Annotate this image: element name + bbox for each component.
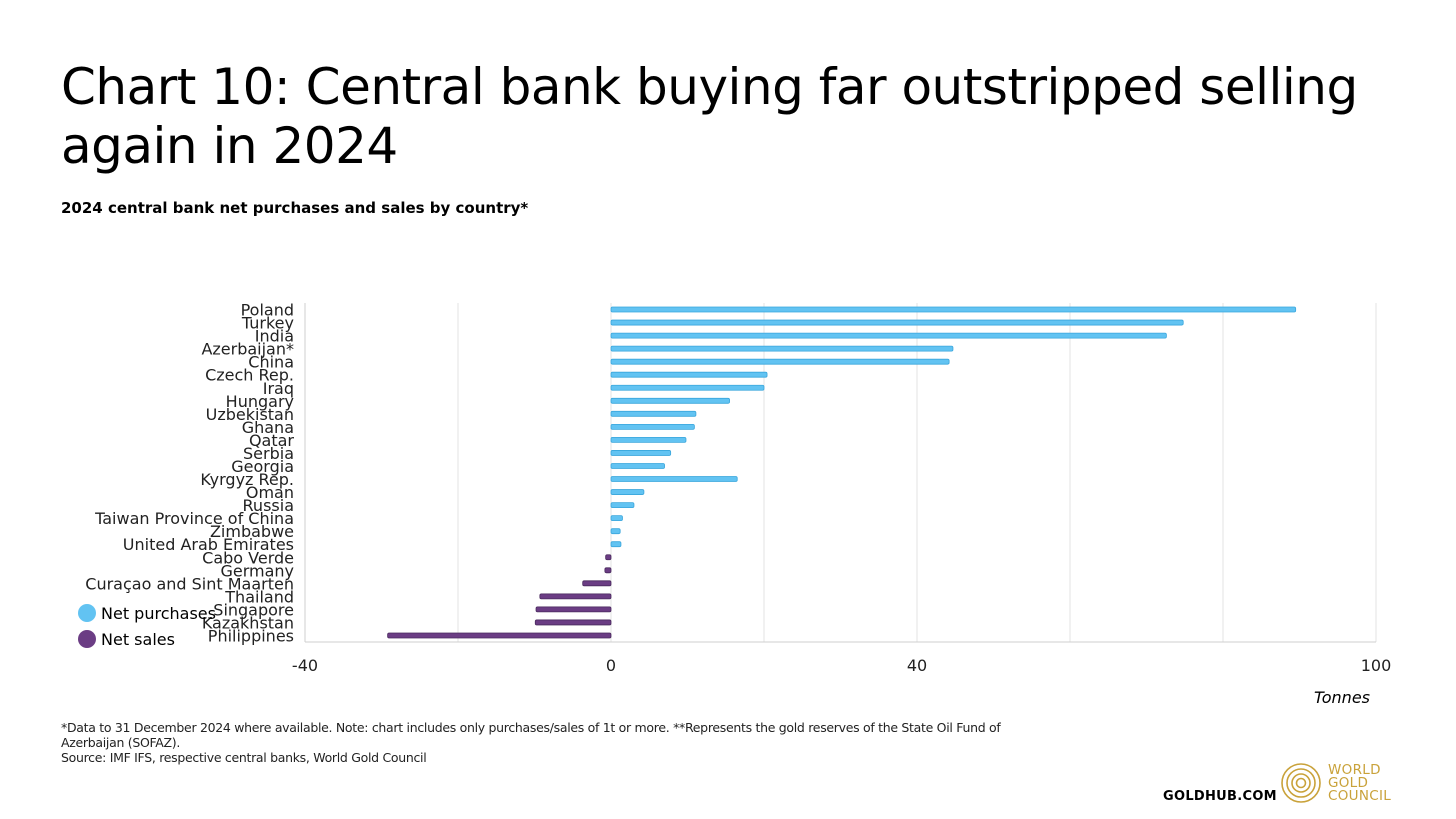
x-axis-unit-label: Tonnes <box>1313 688 1370 707</box>
wgc-logo-line-2: GOLD <box>1328 774 1369 791</box>
wgc-rings-icon <box>1281 763 1321 803</box>
category-label-9: Ghana <box>242 418 294 437</box>
bar-7 <box>610 397 730 404</box>
bar-8 <box>610 410 697 417</box>
chart-gridlines <box>304 303 1377 643</box>
bar-22 <box>539 593 612 600</box>
legend-label-net-purchases: Net purchases <box>101 603 216 623</box>
footnote-note: *Data to 31 December 2024 where availabl… <box>61 720 1001 750</box>
bar-2 <box>610 332 1167 339</box>
bar-6 <box>610 384 765 391</box>
bar-0 <box>610 306 1297 313</box>
legend-label-net-sales: Net sales <box>101 629 175 649</box>
bar-9 <box>610 423 695 430</box>
bar-25 <box>387 632 612 639</box>
bar-18 <box>610 541 622 548</box>
category-label-13: Kyrgyz Rep. <box>200 470 294 489</box>
chart-subtitle: 2024 central bank net purchases and sale… <box>61 199 529 217</box>
x-tick-labels: -40 0 40 100 <box>292 656 1391 675</box>
legend-swatch-net-sales <box>78 630 96 648</box>
bar-12 <box>610 463 665 469</box>
bar-23 <box>535 606 612 613</box>
bar-15 <box>610 502 635 508</box>
category-label-17: Zimbabwe <box>210 522 294 541</box>
category-label-18: United Arab Emirates <box>123 535 294 554</box>
category-label-10: Qatar <box>249 431 294 450</box>
page-title: Chart 10: Central bank buying far outstr… <box>61 58 1358 175</box>
wgc-logo-line-1: WORLD <box>1328 761 1381 778</box>
bar-5 <box>610 371 768 378</box>
category-label-1: Turkey <box>241 314 294 333</box>
world-gold-council-logo: WORLD GOLD COUNCIL <box>1280 760 1400 806</box>
category-label-22: Thailand <box>224 587 294 606</box>
category-label-6: Iraq <box>263 379 294 398</box>
bar-10 <box>610 437 687 443</box>
bar-3 <box>610 345 954 352</box>
bar-20 <box>604 567 612 574</box>
bar-14 <box>610 489 645 495</box>
x-tick-label-0: -40 <box>292 656 318 675</box>
category-label-16: Taiwan Province of China <box>94 509 294 528</box>
x-tick-label-4: 40 <box>907 656 927 675</box>
bar-24 <box>534 619 612 626</box>
category-label-3: Azerbaijan* <box>201 340 294 359</box>
category-label-4: China <box>248 353 294 372</box>
category-label-5: Czech Rep. <box>205 366 294 385</box>
category-label-20: Germany <box>220 561 294 580</box>
legend-swatch-net-purchases <box>78 604 96 622</box>
bar-4 <box>610 358 950 365</box>
category-label-0: Poland <box>241 301 294 320</box>
x-tick-label-2: 0 <box>606 656 616 675</box>
bar-1 <box>610 319 1184 326</box>
category-label-23: Singapore <box>213 600 294 619</box>
bar-16 <box>610 515 623 522</box>
category-label-11: Serbia <box>243 444 294 463</box>
category-label-15: Russia <box>243 496 294 515</box>
wgc-logo-text: WORLD GOLD COUNCIL <box>1328 761 1392 804</box>
category-label-8: Uzbekistan <box>206 405 294 424</box>
category-label-12: Georgia <box>231 457 294 476</box>
wgc-logo-line-3: COUNCIL <box>1328 787 1392 804</box>
bar-13 <box>610 476 738 482</box>
chart-bars <box>387 306 1297 639</box>
goldhub-link[interactable]: GOLDHUB.COM <box>1163 789 1277 804</box>
chart-legend: Net purchases Net sales <box>78 600 216 652</box>
legend-item-net-purchases: Net purchases <box>78 600 216 626</box>
bar-17 <box>610 528 621 535</box>
footnote: *Data to 31 December 2024 where availabl… <box>61 720 1051 765</box>
category-label-14: Oman <box>246 483 294 502</box>
category-label-25: Philippines <box>208 626 294 645</box>
category-label-7: Hungary <box>226 392 294 411</box>
bar-21 <box>582 580 612 587</box>
category-label-2: India <box>255 327 294 346</box>
bar-11 <box>610 450 672 456</box>
footnote-source: Source: IMF IFS, respective central bank… <box>61 750 427 765</box>
category-label-19: Cabo Verde <box>202 548 294 567</box>
legend-item-net-sales: Net sales <box>78 626 216 652</box>
x-tick-label-7: 100 <box>1361 656 1392 675</box>
category-label-24: Kazakhstan <box>202 613 294 632</box>
category-label-21: Curaçao and Sint Maarten <box>85 574 294 593</box>
bar-19 <box>605 554 612 561</box>
